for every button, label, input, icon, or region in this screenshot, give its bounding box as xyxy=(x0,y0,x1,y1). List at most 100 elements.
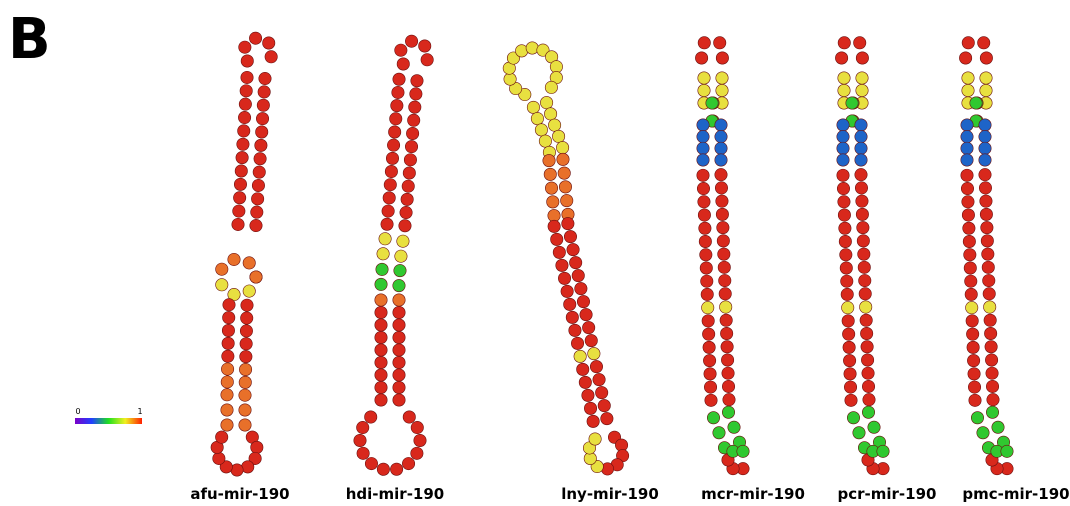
nucleotide xyxy=(556,259,568,271)
nucleotide xyxy=(979,168,991,180)
nucleotide xyxy=(390,463,402,475)
nucleotide xyxy=(242,461,254,473)
nucleotide xyxy=(980,208,992,220)
nucleotide xyxy=(397,58,409,70)
nucleotide xyxy=(393,73,405,85)
nucleotide xyxy=(698,84,710,96)
nucleotide xyxy=(964,249,976,261)
nucleotide xyxy=(263,37,275,49)
nucleotide xyxy=(395,44,407,56)
structure-label: pcr-mir-190 xyxy=(838,485,937,503)
nucleotide xyxy=(400,206,412,218)
nucleotide xyxy=(697,154,709,166)
nucleotide xyxy=(837,119,849,131)
nucleotide xyxy=(580,308,592,320)
nucleotide xyxy=(411,421,423,433)
nucleotide xyxy=(406,127,418,139)
nucleotide xyxy=(698,72,710,84)
nucleotide xyxy=(857,235,869,247)
nucleotide xyxy=(859,288,871,300)
nucleotide xyxy=(402,457,414,469)
nucleotide xyxy=(980,84,992,96)
nucleotide xyxy=(240,85,252,97)
nucleotide xyxy=(403,167,415,179)
nucleotide xyxy=(977,427,989,439)
nucleotide xyxy=(564,230,576,242)
nucleotide xyxy=(569,256,581,268)
nucleotide xyxy=(856,195,868,207)
color-scale xyxy=(75,418,142,424)
nucleotide xyxy=(585,334,597,346)
nucleotide xyxy=(981,221,993,233)
nucleotide xyxy=(855,154,867,166)
nucleotide xyxy=(837,169,849,181)
nucleotide xyxy=(697,169,709,181)
nucleotide xyxy=(232,218,244,230)
nucleotide xyxy=(715,168,727,180)
nucleotide xyxy=(213,452,225,464)
nucleotide xyxy=(837,142,849,154)
nucleotide xyxy=(393,369,405,381)
nucleotide xyxy=(241,299,253,311)
nucleotide xyxy=(404,154,416,166)
nucleotide xyxy=(375,394,387,406)
nucleotide xyxy=(376,263,388,275)
nucleotide xyxy=(720,314,732,326)
nucleotide xyxy=(239,404,251,416)
nucleotide xyxy=(561,285,573,297)
nucleotide xyxy=(403,411,415,423)
nucleotide xyxy=(978,37,990,49)
nucleotide xyxy=(719,274,731,286)
nucleotide xyxy=(844,381,856,393)
nucleotide xyxy=(968,368,980,380)
nucleotide xyxy=(979,182,991,194)
nucleotide xyxy=(722,406,734,418)
nucleotide xyxy=(963,235,975,247)
nucleotide xyxy=(964,262,976,274)
nucleotide xyxy=(721,354,733,366)
nucleotide xyxy=(715,142,727,154)
nucleotide xyxy=(259,72,271,84)
nucleotide xyxy=(853,427,865,439)
nucleotide xyxy=(386,152,398,164)
nucleotide xyxy=(240,325,252,337)
structures xyxy=(211,32,1013,476)
nucleotide xyxy=(704,381,716,393)
nucleotide xyxy=(241,55,253,67)
nucleotide xyxy=(239,419,251,431)
nucleotide xyxy=(544,168,556,180)
nucleotide xyxy=(860,301,872,313)
nucleotide xyxy=(221,376,233,388)
nucleotide xyxy=(839,235,851,247)
nucleotide xyxy=(239,376,251,388)
nucleotide xyxy=(961,130,973,142)
nucleotide xyxy=(539,135,551,147)
structure-label: hdi-mir-190 xyxy=(346,485,445,503)
nucleotide xyxy=(414,434,426,446)
nucleotide xyxy=(236,151,248,163)
nucleotide xyxy=(393,279,405,291)
nucleotide xyxy=(700,262,712,274)
nucleotide xyxy=(354,434,366,446)
nucleotide xyxy=(842,328,854,340)
nucleotide xyxy=(375,344,387,356)
nucleotide xyxy=(857,221,869,233)
nucleotide xyxy=(698,37,710,49)
nucleotide xyxy=(531,112,543,124)
nucleotide xyxy=(697,119,709,131)
nucleotide xyxy=(1001,445,1013,457)
nucleotide xyxy=(377,248,389,260)
nucleotide xyxy=(601,412,613,424)
nucleotide xyxy=(548,220,560,232)
nucleotide xyxy=(251,193,263,205)
nucleotide xyxy=(959,52,971,64)
nucleotide xyxy=(540,96,552,108)
nucleotide xyxy=(395,250,407,262)
nucleotide xyxy=(862,406,874,418)
nucleotide xyxy=(856,84,868,96)
nucleotide xyxy=(961,182,973,194)
nucleotide xyxy=(982,261,994,273)
nucleotide xyxy=(256,112,268,124)
nucleotide xyxy=(401,193,413,205)
nucleotide xyxy=(984,327,996,339)
